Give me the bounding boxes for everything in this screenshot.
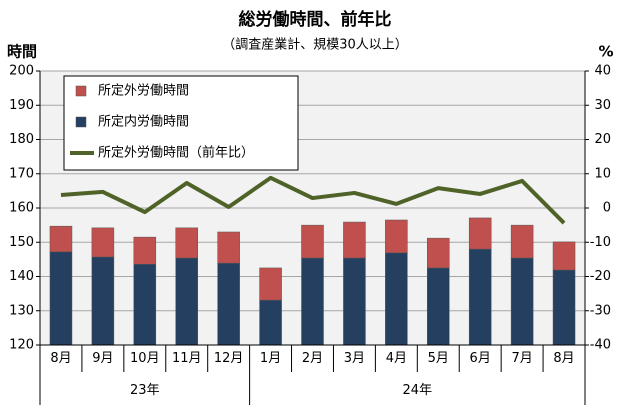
bar-segment xyxy=(49,251,73,346)
bar-segment xyxy=(510,257,534,346)
bar-segment xyxy=(217,262,240,346)
x-tick-label: 10月 xyxy=(130,351,160,366)
y2-tick-label: -30 xyxy=(590,303,611,318)
bar-segment xyxy=(301,257,324,346)
bar-segment xyxy=(91,256,115,346)
bar-segment xyxy=(427,267,450,346)
chart-title: 総労働時間、前年比 xyxy=(239,9,392,30)
bar-segment xyxy=(91,227,115,258)
y2-tick-label: 0 xyxy=(603,201,611,216)
bar-segment xyxy=(49,225,73,253)
x-tick-label: 1月 xyxy=(260,351,281,366)
y2-tick-label: 40 xyxy=(594,64,611,79)
y-axis-label: 時間 xyxy=(7,43,37,61)
y-tick-label: 160 xyxy=(9,201,34,216)
x-tick-label: 9月 xyxy=(92,351,113,366)
legend-label: 所定内労働時間 xyxy=(98,114,189,130)
y-tick-label: 120 xyxy=(9,338,34,353)
bar-segment xyxy=(552,241,576,271)
x-tick-label: 7月 xyxy=(511,351,532,366)
x-group-label: 23年 xyxy=(130,383,160,398)
x-tick-label: 8月 xyxy=(50,351,71,366)
legend-label: 所定外労働時間（前年比） xyxy=(98,145,254,161)
x-tick-label: 5月 xyxy=(428,351,449,366)
chart-subtitle: （調査産業計、規模30人以上） xyxy=(222,37,408,53)
line-series xyxy=(60,175,566,225)
y-tick-label: 180 xyxy=(9,132,34,147)
bar-segment xyxy=(510,224,534,259)
bar-segment xyxy=(427,237,450,269)
y2-tick-label: -10 xyxy=(590,235,611,250)
x-tick-label: 11月 xyxy=(172,351,202,366)
y2-tick-label: -20 xyxy=(590,269,611,284)
bar-segment xyxy=(133,236,157,265)
y2-axis-label: % xyxy=(598,43,613,61)
x-tick-label: 4月 xyxy=(386,351,407,366)
y-tick-label: 190 xyxy=(9,98,34,113)
bar-segment xyxy=(301,224,324,259)
y-tick-label: 170 xyxy=(9,166,34,181)
bar-segment xyxy=(552,269,576,346)
legend-box xyxy=(63,75,299,171)
x-group-label: 24年 xyxy=(403,383,433,398)
x-tick-label: 3月 xyxy=(344,351,365,366)
bar-segment xyxy=(468,217,492,250)
y-tick-label: 150 xyxy=(9,235,34,250)
legend-swatch xyxy=(75,116,87,128)
legend-swatch xyxy=(75,85,87,97)
y2-tick-label: 20 xyxy=(594,132,611,147)
x-tick-label: 12月 xyxy=(214,351,244,366)
bar-segment xyxy=(217,231,240,264)
x-tick-label: 6月 xyxy=(470,351,491,366)
y-tick-label: 130 xyxy=(9,303,34,318)
bar-segment xyxy=(468,248,492,346)
bar-segment xyxy=(133,263,157,346)
y-tick-label: 200 xyxy=(9,64,34,79)
bar-segment xyxy=(343,257,366,346)
y2-tick-label: -40 xyxy=(590,338,611,353)
y2-tick-label: 10 xyxy=(594,166,611,181)
x-tick-label: 8月 xyxy=(553,351,574,366)
x-tick-label: 2月 xyxy=(302,351,323,366)
bar-segment xyxy=(175,257,198,346)
bar-segment xyxy=(259,267,282,301)
bar-segment xyxy=(343,221,366,259)
y-tick-label: 140 xyxy=(9,269,34,284)
y2-tick-label: 30 xyxy=(594,98,611,113)
bar-segment xyxy=(385,252,408,346)
legend-label: 所定外労働時間 xyxy=(98,84,189,99)
bar-segment xyxy=(385,219,408,254)
bar-segment xyxy=(259,299,282,346)
bar-segment xyxy=(175,227,198,259)
